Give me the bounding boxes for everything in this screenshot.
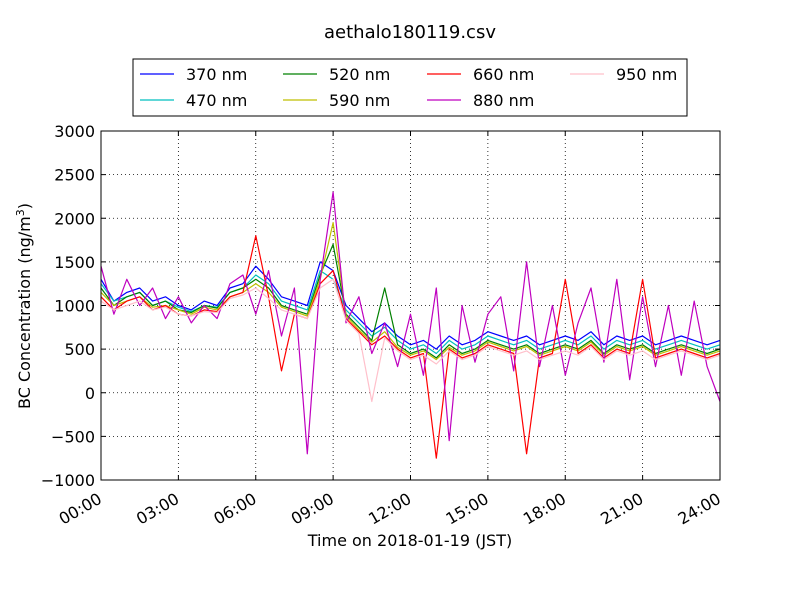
series-line-520-nm — [100, 243, 721, 359]
x-tick-label: 09:00 — [288, 489, 337, 529]
x-axis-label: Time on 2018-01-19 (JST) — [307, 531, 512, 550]
y-axis-label: BC Concentration (ng/m3) — [14, 203, 34, 409]
y-tick-label: −1000 — [41, 471, 95, 490]
x-tick-label: 24:00 — [675, 489, 724, 529]
series-line-370-nm — [100, 261, 721, 350]
legend-frame — [132, 58, 688, 117]
plot-area-frame — [100, 130, 721, 481]
legend-label: 950 nm — [616, 65, 677, 84]
x-tick-label: 03:00 — [133, 489, 182, 529]
y-tick-label: 2000 — [54, 209, 95, 228]
x-tick-label: 12:00 — [365, 489, 414, 529]
x-tick-label: 15:00 — [442, 489, 491, 529]
x-tick-label: 21:00 — [597, 489, 646, 529]
y-tick-label: 1500 — [54, 253, 95, 272]
grid-lines — [101, 131, 720, 480]
legend-label: 880 nm — [473, 91, 534, 110]
series-line-660-nm — [100, 235, 721, 459]
legend-label: 590 nm — [329, 91, 390, 110]
y-tick-label: 2500 — [54, 166, 95, 185]
y-axis-label-superscript: 3 — [14, 209, 27, 216]
x-tick-label: 00:00 — [56, 489, 105, 529]
y-axis-label-main: BC Concentration (ng/m — [15, 216, 34, 409]
y-tick-label: 3000 — [54, 122, 95, 141]
series-lines — [100, 191, 721, 459]
series-line-590-nm — [100, 222, 721, 361]
y-tick-label: −500 — [51, 427, 95, 446]
y-tick-label: 1000 — [54, 297, 95, 316]
chart-legend: 370 nm 470 nm 520 nm 590 nm 660 nm 880 nm 950 … — [132, 58, 688, 117]
legend-label: 660 nm — [473, 65, 534, 84]
chart-title: aethalo180119.csv — [324, 22, 496, 43]
legend-label: 520 nm — [329, 65, 390, 84]
series-line-950-nm — [100, 278, 721, 403]
y-tick-label: 500 — [64, 340, 95, 359]
series-line-880-nm — [100, 191, 721, 455]
x-tick-label: 06:00 — [210, 489, 259, 529]
y-axis-label-end: ) — [15, 203, 34, 209]
x-tick-label: 18:00 — [520, 489, 569, 529]
legend-label: 470 nm — [186, 91, 247, 110]
y-tick-label: 0 — [85, 384, 95, 403]
legend-label: 370 nm — [186, 65, 247, 84]
